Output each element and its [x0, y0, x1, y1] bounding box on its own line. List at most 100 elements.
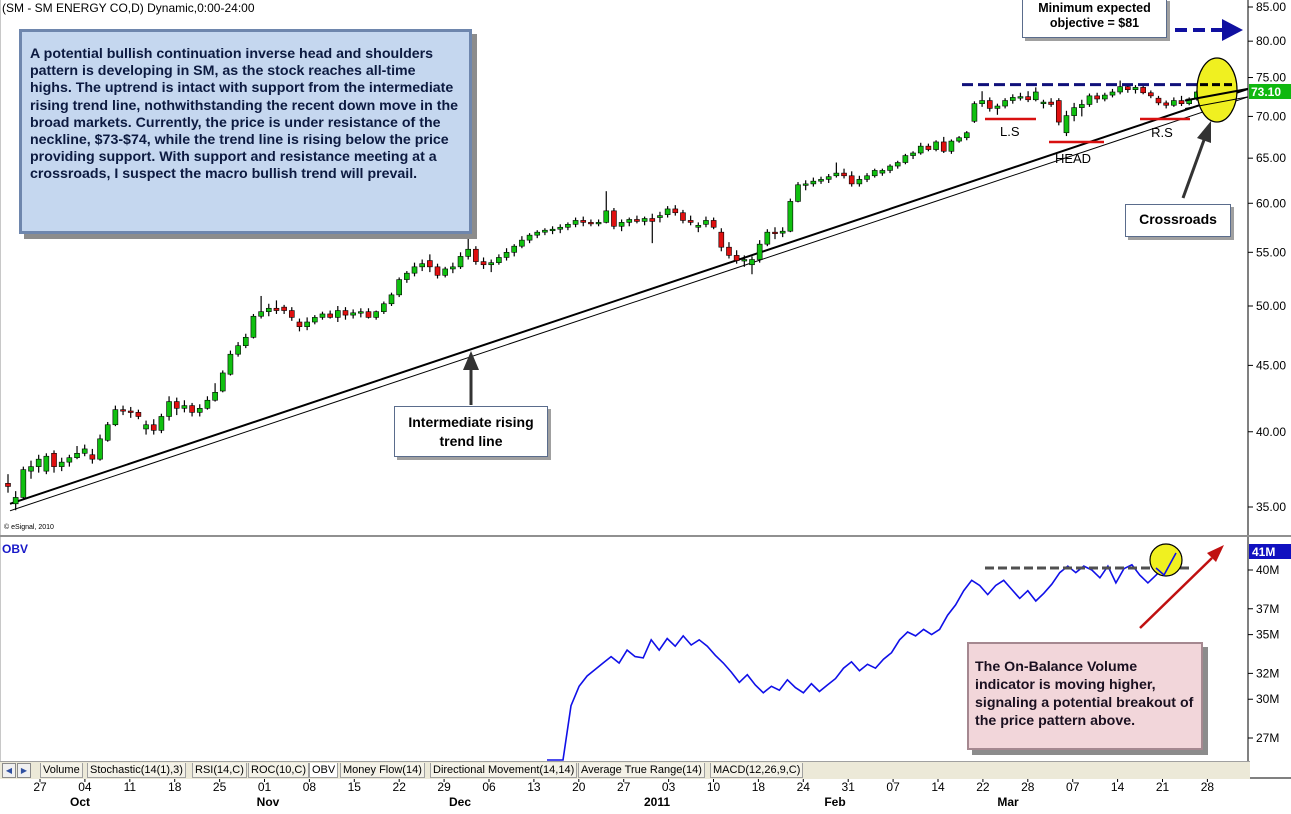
price-tick-label: 55.00: [1256, 245, 1286, 259]
crossroads-callout: Crossroads: [1125, 204, 1231, 237]
candle-up: [1017, 96, 1024, 99]
candle-down: [5, 483, 11, 487]
candle-down: [281, 306, 287, 311]
obv-tick-label: 37M: [1256, 602, 1279, 616]
candle-up: [948, 140, 955, 152]
candle-up: [1040, 101, 1047, 104]
obv-arrow-shaft: [1139, 557, 1213, 629]
candle-down: [772, 231, 778, 234]
candle-up: [695, 224, 702, 228]
obv-tick-label: 30M: [1256, 692, 1279, 706]
date-tick-label: 10: [707, 780, 721, 794]
candle-up: [549, 228, 556, 232]
candle-down: [925, 145, 932, 150]
tab-stochastic-14-1-3[interactable]: Stochastic(14(1),3): [87, 763, 186, 778]
right-shoulder-label: R.S: [1151, 125, 1173, 140]
candle-up: [381, 303, 387, 312]
candle-down: [327, 313, 333, 318]
candle-up: [1002, 100, 1008, 107]
tab-volume[interactable]: Volume: [40, 763, 83, 778]
candle-up: [542, 229, 548, 233]
candle-down: [986, 100, 993, 109]
crossroads-arrow-shaft: [1181, 139, 1206, 199]
candle-up: [304, 321, 310, 327]
date-tick-label: 22: [976, 780, 990, 794]
obv-tick-label: 35M: [1256, 628, 1279, 642]
date-tick-label: 28: [1201, 780, 1215, 794]
candle-up: [311, 317, 318, 323]
candle-up: [20, 469, 27, 498]
obv-tick-label: 40M: [1256, 563, 1279, 577]
candle-down: [1140, 87, 1146, 94]
candle-up: [66, 457, 73, 463]
candle-up: [910, 152, 916, 156]
price-tick-label: 45.00: [1256, 358, 1286, 372]
indicator-tab-bar: ◀ ▶ Volume Stochastic(14(1),3) RSI(14,C) RO…: [0, 761, 1250, 779]
date-tick-label: 06: [482, 780, 496, 794]
candle-up: [871, 170, 878, 177]
scroll-left-icon[interactable]: ◀: [2, 763, 16, 778]
candle-up: [12, 497, 19, 505]
candle-down: [733, 255, 740, 261]
tab-average-true-range-14[interactable]: Average True Range(14): [578, 763, 705, 778]
price-tick-label: 70.00: [1256, 109, 1286, 123]
crossroads-arrow-head: [1197, 121, 1211, 143]
candle-up: [825, 176, 832, 180]
candle-down: [51, 452, 57, 467]
tab-money-flow-14[interactable]: Money Flow(14): [340, 763, 425, 778]
candle-up: [319, 313, 326, 318]
candle-up: [741, 259, 748, 262]
date-tick-label: 25: [213, 780, 227, 794]
crossroads-highlight: [1196, 57, 1238, 123]
candle-down: [726, 246, 732, 256]
obv-last-badge: [1249, 544, 1291, 559]
candle-up: [212, 392, 218, 401]
month-label: Mar: [997, 795, 1019, 809]
tab-rsi-14-c[interactable]: RSI(14,C): [192, 763, 247, 778]
candle-up: [534, 231, 541, 236]
candle-down: [580, 220, 587, 223]
candle-up: [1102, 94, 1108, 100]
candle-down: [120, 409, 126, 412]
tab-directional-movement-14-14[interactable]: Directional Movement(14,14): [430, 763, 578, 778]
candle-up: [565, 224, 571, 228]
candle-down: [611, 210, 617, 227]
candle-up: [1117, 86, 1123, 93]
tab-obv[interactable]: OBV: [309, 763, 339, 778]
candle-down: [273, 307, 280, 311]
date-tick-label: 18: [168, 780, 182, 794]
date-tick-label: 15: [348, 780, 362, 794]
trend-line-highlight-segment: [1184, 87, 1249, 102]
candle-up: [963, 132, 970, 139]
candle-up: [657, 215, 663, 218]
candle-up: [258, 311, 264, 317]
candle-down: [365, 311, 372, 318]
candle-up: [779, 230, 786, 234]
candle-up: [933, 141, 939, 150]
candle-up: [971, 103, 978, 122]
candle-up: [595, 222, 602, 225]
tab-roc-10-c[interactable]: ROC(10,C): [248, 763, 310, 778]
price-tick-label: 60.00: [1256, 196, 1286, 210]
candle-up: [43, 455, 50, 472]
tab-macd-12-26-9-c[interactable]: MACD(12,26,9,C): [710, 763, 804, 778]
candle-down: [288, 310, 295, 318]
scroll-right-icon[interactable]: ▶: [17, 763, 31, 778]
obv-tick-label: 27M: [1256, 731, 1279, 745]
candle-down: [710, 220, 717, 228]
candle-down: [89, 454, 96, 460]
candle-up: [242, 336, 249, 346]
candle-up: [603, 210, 610, 223]
month-label: Feb: [824, 795, 845, 809]
trend-line-upper: [9, 87, 1249, 505]
candle-up: [894, 162, 901, 167]
price-tick-label: 80.00: [1256, 34, 1286, 48]
date-tick-label: 18: [752, 780, 766, 794]
candle-down: [189, 405, 195, 413]
candle-up: [879, 170, 886, 174]
candle-up: [265, 307, 272, 312]
date-tick-label: 01: [258, 780, 272, 794]
candle-down: [296, 321, 303, 327]
candle-up: [787, 201, 794, 232]
date-tick-label: 24: [797, 780, 811, 794]
